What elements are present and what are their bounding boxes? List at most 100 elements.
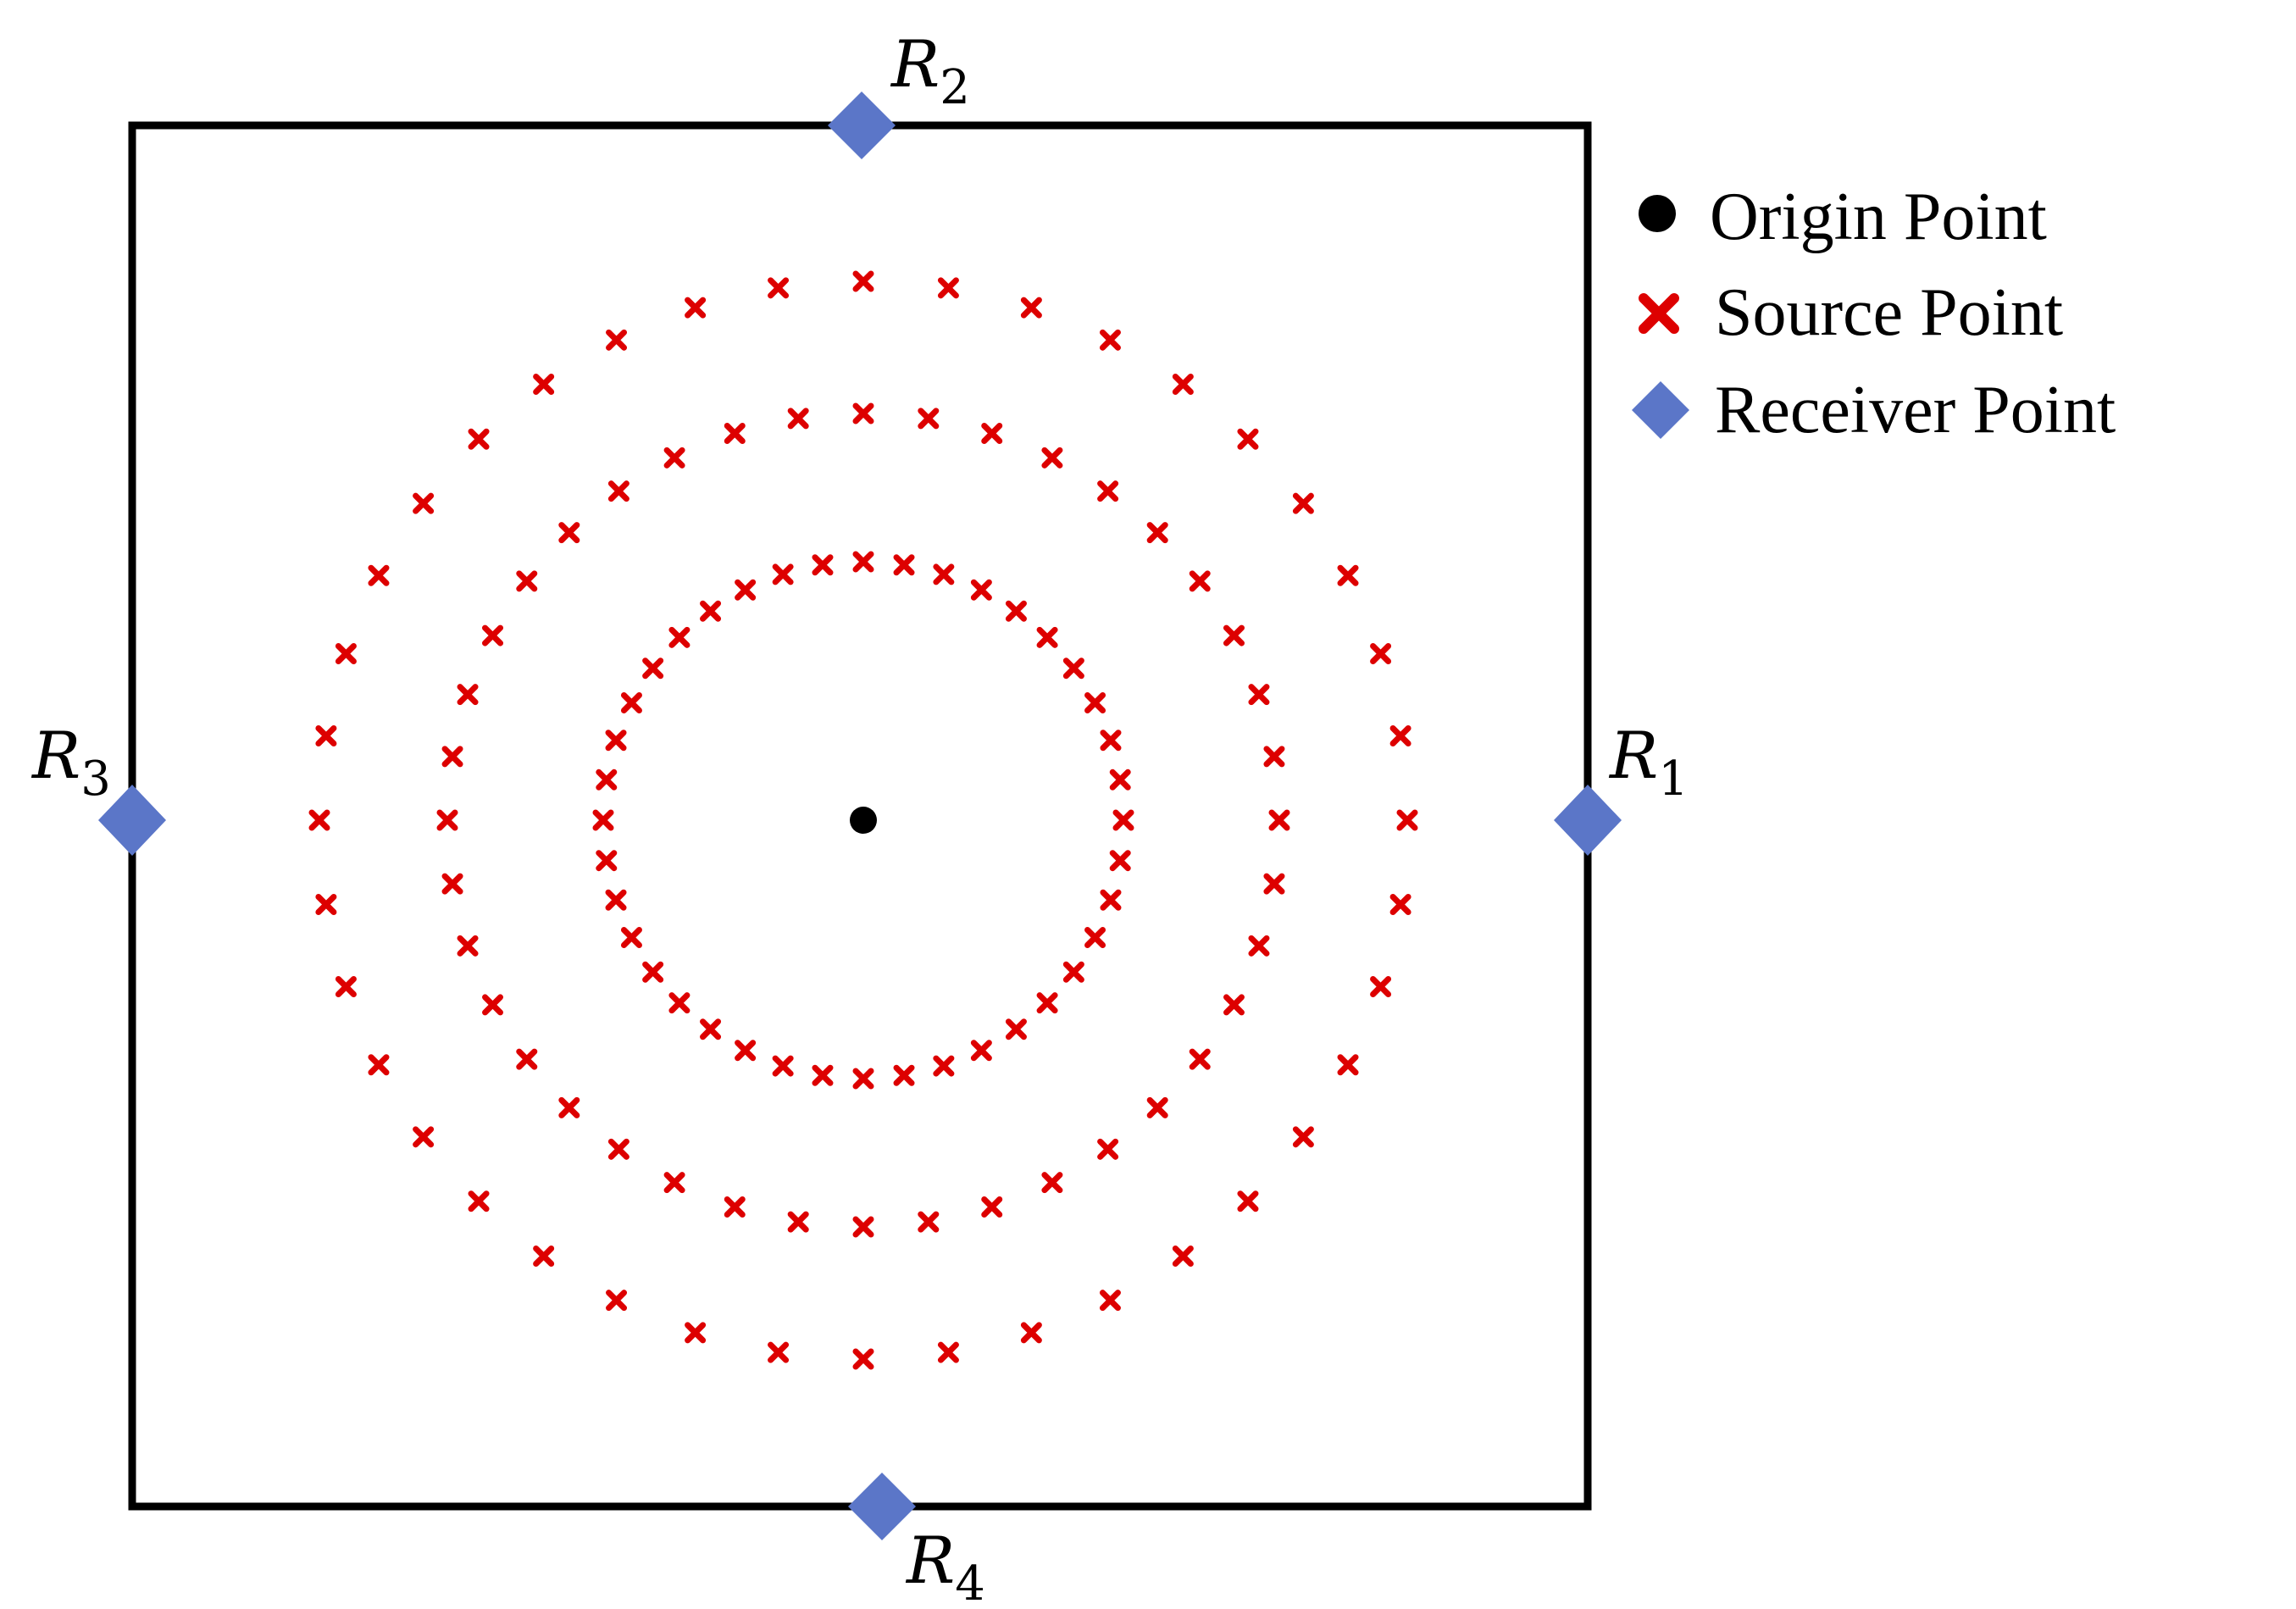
source-point: [1189, 1048, 1211, 1070]
source-point: [482, 994, 504, 1016]
receiver-label-r3: R3: [31, 718, 111, 807]
source-point: [852, 1348, 874, 1370]
source-point: [735, 1040, 757, 1062]
source-point: [607, 1138, 629, 1160]
source-point: [1389, 893, 1411, 915]
source-point: [1112, 809, 1134, 831]
source-point: [1172, 373, 1194, 395]
source-point: [1100, 889, 1122, 911]
source-point: [1005, 600, 1027, 622]
source-point: [1172, 1246, 1194, 1268]
source-point: [700, 1018, 722, 1040]
source-point: [724, 422, 746, 444]
source-point: [981, 422, 1003, 444]
source-points: [308, 270, 1418, 1370]
source-point: [768, 1341, 790, 1363]
source-point: [1084, 692, 1106, 714]
legend-receiver-label: Receiver Point: [1715, 373, 2116, 447]
source-point: [335, 976, 357, 998]
source-point: [787, 1211, 809, 1233]
source-point: [533, 1246, 555, 1268]
receiver-label-r4: R4: [905, 1523, 985, 1609]
source-point: [335, 642, 357, 664]
source-point: [1109, 768, 1131, 791]
source-point: [315, 725, 337, 747]
source-point: [368, 1054, 390, 1076]
source-point: [1268, 809, 1290, 831]
source-point: [812, 1064, 834, 1086]
source-point: [642, 961, 664, 983]
source-point: [918, 408, 940, 430]
source-point: [1389, 725, 1411, 747]
source-point: [606, 1290, 628, 1312]
source-point: [441, 873, 463, 895]
source-point: [735, 579, 757, 601]
source-point: [1084, 926, 1106, 948]
receiver-label-r2: R2: [890, 26, 970, 115]
source-point: [468, 428, 490, 450]
source-point: [1223, 994, 1245, 1016]
source-point: [607, 480, 629, 502]
source-point: [605, 730, 627, 752]
source-point: [1337, 564, 1359, 586]
source-point: [457, 684, 479, 706]
source-point: [1005, 1018, 1027, 1040]
source-point: [893, 554, 915, 576]
legend-origin-icon: [1639, 195, 1676, 232]
source-point: [468, 1190, 490, 1212]
source-point: [1237, 1190, 1259, 1212]
source-point: [768, 277, 790, 299]
source-point: [668, 626, 690, 648]
source-point: [642, 657, 664, 680]
source-point: [893, 1064, 915, 1086]
receiver-point-r1: [1554, 785, 1622, 856]
source-point: [1097, 1138, 1119, 1160]
source-point: [1062, 961, 1084, 983]
source-point: [413, 492, 435, 514]
source-point: [663, 447, 685, 469]
legend-source-label: Source Point: [1715, 275, 2063, 350]
source-point: [1146, 1096, 1168, 1118]
source-point: [1100, 730, 1122, 752]
source-point: [1237, 428, 1259, 450]
source-point: [933, 563, 955, 585]
source-point: [308, 809, 330, 831]
legend-source-icon: [1639, 293, 1679, 334]
source-point: [663, 1172, 685, 1194]
source-point: [596, 850, 618, 872]
source-point: [787, 408, 809, 430]
source-point: [1370, 642, 1392, 664]
receiver-label-r1: R1: [1608, 718, 1689, 807]
source-point: [933, 1055, 955, 1077]
source-point: [482, 624, 504, 646]
receiver-point-r3: [98, 785, 166, 856]
source-point: [1292, 492, 1314, 514]
source-point: [668, 992, 690, 1014]
source-point: [457, 935, 479, 957]
source-point: [852, 402, 874, 424]
source-point: [436, 809, 458, 831]
source-point: [1099, 329, 1121, 351]
source-point: [1109, 850, 1131, 872]
source-point: [685, 1322, 707, 1344]
source-point: [852, 1216, 874, 1238]
source-point: [1337, 1054, 1359, 1076]
source-point: [852, 270, 874, 292]
source-point: [1062, 657, 1084, 680]
legend-origin-label: Origin Point: [1710, 180, 2047, 254]
source-point: [1396, 809, 1418, 831]
source-point: [1020, 1322, 1042, 1344]
source-point: [1248, 684, 1270, 706]
source-point: [413, 1126, 435, 1148]
source-point: [1223, 624, 1245, 646]
source-point: [772, 563, 794, 585]
source-point: [772, 1055, 794, 1077]
source-point: [516, 1048, 538, 1070]
source-point: [368, 564, 390, 586]
source-point: [558, 522, 580, 544]
source-point: [558, 1096, 580, 1118]
source-point: [1370, 976, 1392, 998]
source-point: [1020, 297, 1042, 319]
source-point: [606, 329, 628, 351]
